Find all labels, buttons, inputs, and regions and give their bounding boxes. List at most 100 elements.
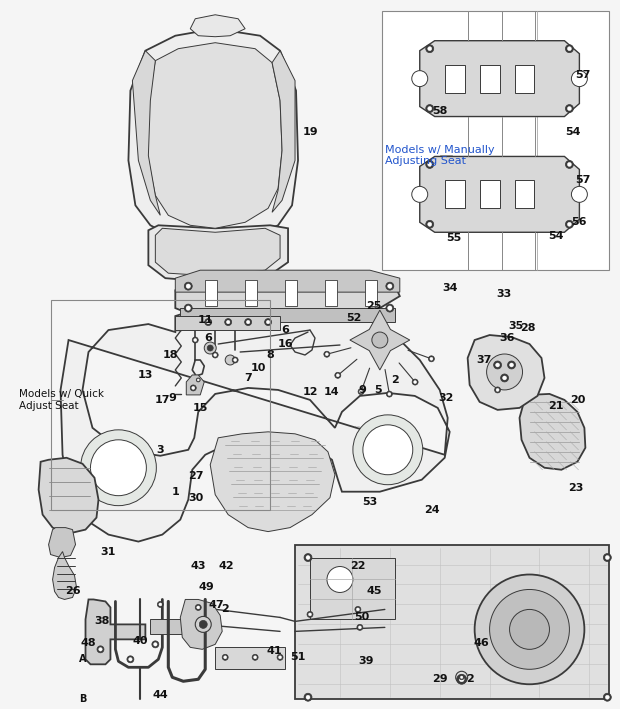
Circle shape	[192, 337, 198, 343]
Text: 2: 2	[221, 605, 229, 615]
Text: 46: 46	[474, 638, 489, 648]
Text: 35: 35	[508, 321, 523, 331]
Polygon shape	[190, 15, 245, 37]
Circle shape	[495, 363, 500, 367]
Circle shape	[152, 641, 159, 648]
Polygon shape	[148, 225, 288, 282]
Circle shape	[304, 554, 312, 562]
Circle shape	[186, 306, 190, 311]
Circle shape	[246, 320, 250, 324]
Circle shape	[565, 160, 574, 169]
Text: 25: 25	[366, 301, 381, 311]
Circle shape	[91, 440, 146, 496]
Polygon shape	[210, 432, 335, 532]
Text: 56: 56	[572, 217, 587, 228]
Polygon shape	[272, 50, 295, 212]
Text: 47: 47	[208, 601, 224, 610]
Polygon shape	[156, 228, 280, 277]
Circle shape	[357, 625, 363, 630]
Circle shape	[184, 304, 192, 312]
Circle shape	[388, 306, 392, 311]
Circle shape	[510, 610, 549, 649]
Circle shape	[224, 318, 232, 325]
Text: eReplacementParts.com: eReplacementParts.com	[214, 423, 366, 436]
Circle shape	[412, 186, 428, 202]
Polygon shape	[420, 40, 580, 116]
Circle shape	[207, 345, 213, 351]
Text: 29: 29	[432, 674, 448, 684]
Circle shape	[335, 372, 341, 379]
Circle shape	[510, 363, 513, 367]
Text: 17: 17	[154, 395, 170, 405]
Circle shape	[372, 332, 388, 348]
Circle shape	[212, 352, 218, 358]
Text: 2: 2	[466, 674, 474, 684]
Polygon shape	[445, 65, 464, 93]
Circle shape	[565, 220, 574, 228]
Circle shape	[304, 693, 312, 701]
Circle shape	[252, 654, 258, 660]
Polygon shape	[128, 29, 298, 242]
Circle shape	[199, 620, 207, 628]
Polygon shape	[61, 308, 450, 542]
Text: 37: 37	[476, 355, 491, 365]
Text: 51: 51	[290, 652, 306, 662]
Circle shape	[430, 357, 433, 360]
Circle shape	[353, 415, 423, 485]
Text: A: A	[79, 654, 86, 664]
Circle shape	[277, 654, 283, 660]
Circle shape	[267, 320, 270, 324]
Text: 44: 44	[153, 691, 168, 700]
Text: 40: 40	[133, 637, 148, 647]
Polygon shape	[365, 280, 377, 306]
Text: 41: 41	[266, 647, 282, 657]
Text: Models w/ Quick
Adjust Seat: Models w/ Quick Adjust Seat	[19, 389, 104, 411]
Circle shape	[234, 359, 237, 362]
Circle shape	[157, 601, 163, 608]
Polygon shape	[285, 280, 297, 306]
Text: 36: 36	[500, 333, 515, 343]
Circle shape	[195, 616, 211, 632]
Circle shape	[414, 381, 417, 384]
Polygon shape	[245, 280, 257, 306]
Text: 39: 39	[358, 657, 374, 666]
Circle shape	[232, 357, 238, 363]
Circle shape	[159, 603, 162, 606]
Polygon shape	[215, 647, 285, 669]
Circle shape	[265, 318, 272, 325]
Text: 57: 57	[575, 69, 590, 79]
Circle shape	[309, 613, 311, 616]
Circle shape	[356, 608, 360, 611]
Circle shape	[245, 318, 252, 325]
Circle shape	[197, 621, 203, 627]
Circle shape	[205, 318, 211, 325]
Circle shape	[320, 559, 360, 599]
Circle shape	[197, 606, 200, 609]
Text: 27: 27	[188, 471, 204, 481]
Circle shape	[496, 389, 499, 391]
Circle shape	[603, 693, 611, 701]
Circle shape	[567, 223, 572, 226]
Circle shape	[603, 554, 611, 562]
Circle shape	[363, 425, 413, 475]
Circle shape	[508, 361, 516, 369]
Circle shape	[428, 106, 432, 111]
Polygon shape	[53, 552, 76, 599]
Circle shape	[192, 386, 195, 389]
Text: 18: 18	[162, 350, 178, 360]
Polygon shape	[151, 620, 200, 635]
Text: 9: 9	[169, 393, 176, 403]
Text: 7: 7	[244, 373, 252, 383]
Polygon shape	[180, 308, 395, 322]
Circle shape	[197, 379, 199, 381]
Text: B: B	[79, 694, 86, 704]
Text: 48: 48	[81, 638, 96, 648]
Circle shape	[99, 647, 102, 651]
Circle shape	[572, 71, 587, 86]
Circle shape	[412, 71, 428, 86]
Circle shape	[386, 304, 394, 312]
Polygon shape	[480, 180, 500, 208]
Text: 50: 50	[354, 613, 370, 623]
Circle shape	[412, 379, 418, 385]
Circle shape	[495, 387, 500, 393]
